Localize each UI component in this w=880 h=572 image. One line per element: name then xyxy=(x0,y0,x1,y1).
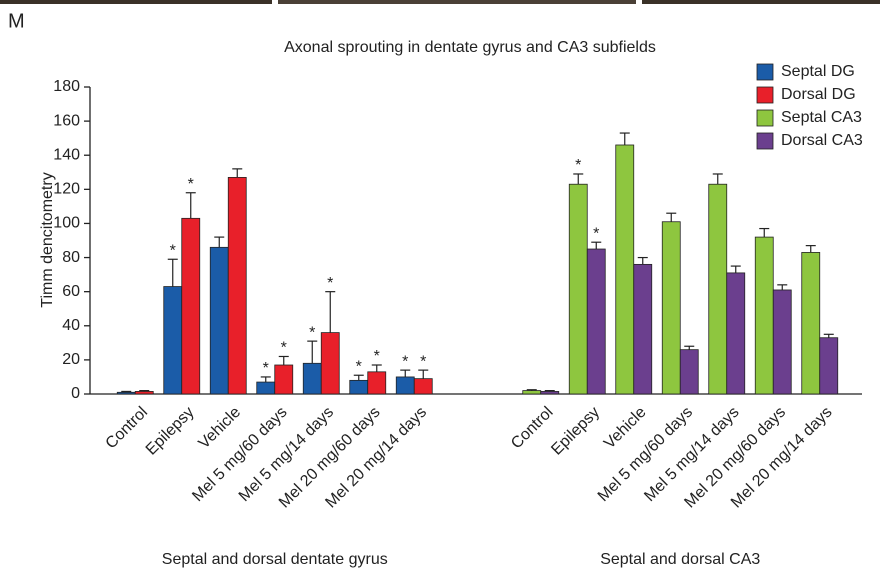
y-tick-label: 0 xyxy=(71,385,80,402)
y-tick-label: 20 xyxy=(62,351,80,368)
bar xyxy=(135,391,153,394)
bar xyxy=(541,391,559,394)
significance-marker: * xyxy=(356,358,362,375)
bar xyxy=(820,338,838,394)
legend-swatch xyxy=(757,87,773,103)
significance-marker: * xyxy=(309,324,315,341)
bar xyxy=(396,377,414,394)
significance-marker: * xyxy=(327,275,333,292)
y-tick-label: 100 xyxy=(53,215,80,232)
bar xyxy=(210,247,228,394)
panel-label: M xyxy=(8,10,25,32)
chart-title: Axonal sprouting in dentate gyrus and CA… xyxy=(284,39,656,56)
x-tick-label: Epilepsy xyxy=(143,404,198,459)
y-tick-label: 160 xyxy=(53,112,80,129)
bar xyxy=(680,350,698,394)
legend-swatch xyxy=(757,64,773,80)
bar xyxy=(755,237,773,394)
y-tick-label: 140 xyxy=(53,146,80,163)
bar xyxy=(616,145,634,394)
bar xyxy=(164,287,182,394)
significance-marker: * xyxy=(374,348,380,365)
bar xyxy=(587,249,605,394)
y-tick-label: 40 xyxy=(62,317,80,334)
significance-marker: * xyxy=(281,340,287,357)
y-tick-label: 120 xyxy=(53,181,80,198)
y-tick-label: 180 xyxy=(53,78,80,95)
bar xyxy=(117,392,135,394)
chart: M Axonal sprouting in dentate gyrus and … xyxy=(0,0,880,572)
bar xyxy=(569,184,587,394)
bar xyxy=(634,264,652,394)
significance-marker: * xyxy=(188,176,194,193)
significance-marker: * xyxy=(402,353,408,370)
bar xyxy=(773,290,791,394)
significance-marker: * xyxy=(170,242,176,259)
image-strip xyxy=(0,0,272,4)
significance-marker: * xyxy=(575,157,581,174)
bar xyxy=(802,252,820,394)
group-label: Septal and dorsal dentate gyrus xyxy=(162,551,388,568)
bar xyxy=(709,184,727,394)
bar xyxy=(414,379,432,394)
significance-marker: * xyxy=(263,360,269,377)
bar xyxy=(303,363,321,394)
y-tick-label: 80 xyxy=(62,249,80,266)
image-strip xyxy=(642,0,880,4)
bar xyxy=(523,391,541,394)
legend-swatch xyxy=(757,133,773,149)
legend-label: Dorsal CA3 xyxy=(781,132,863,149)
x-tick-label: Epilepsy xyxy=(548,404,603,459)
bar xyxy=(182,218,200,394)
significance-marker: * xyxy=(420,353,426,370)
legend-label: Septal CA3 xyxy=(781,109,862,126)
bar xyxy=(368,372,386,394)
bar xyxy=(228,177,246,394)
bar xyxy=(662,222,680,394)
group-label: Septal and dorsal CA3 xyxy=(600,551,760,568)
image-strip xyxy=(278,0,636,4)
legend-label: Dorsal DG xyxy=(781,86,856,103)
significance-marker: * xyxy=(593,225,599,242)
bar xyxy=(321,333,339,394)
legend-label: Septal DG xyxy=(781,63,855,80)
bar xyxy=(275,365,293,394)
y-tick-label: 60 xyxy=(62,283,80,300)
bar xyxy=(257,382,275,394)
legend-swatch xyxy=(757,110,773,126)
bar xyxy=(350,380,368,394)
bar xyxy=(727,273,745,394)
